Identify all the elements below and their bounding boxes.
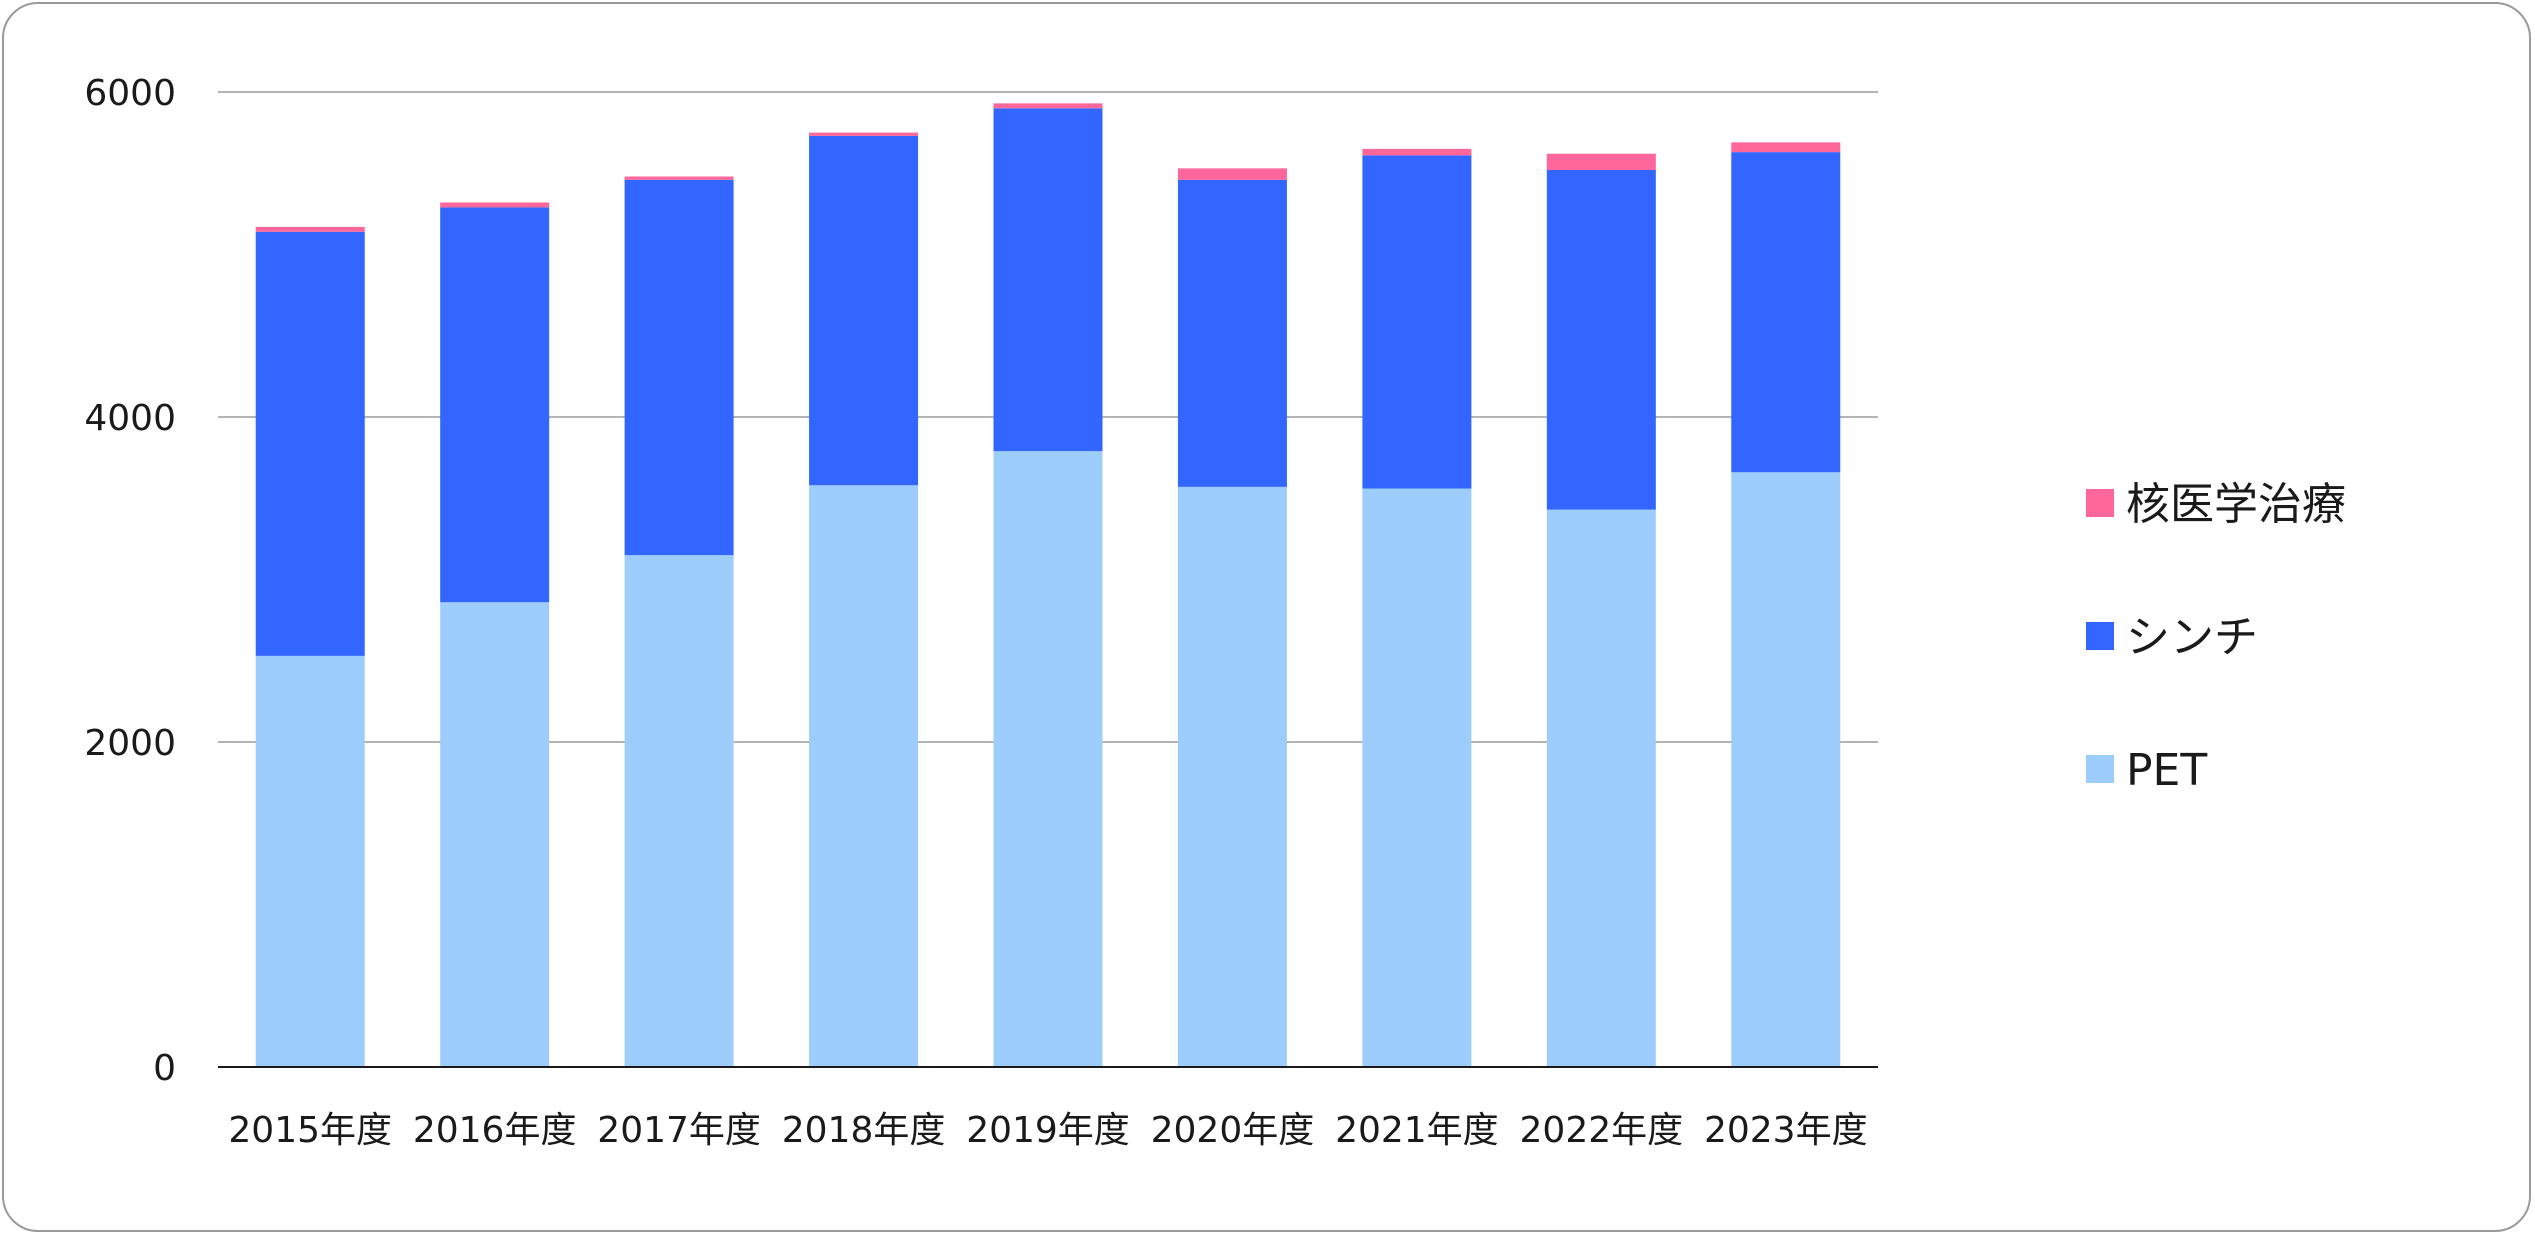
bar-segment-2-0 <box>255 226 365 232</box>
bar-segment-1-8 <box>1731 152 1841 473</box>
bar-segment-0-6 <box>1362 488 1472 1067</box>
bar-segment-2-4 <box>993 103 1103 109</box>
bar-segment-1-2 <box>624 179 734 556</box>
bar-segment-0-0 <box>255 655 365 1067</box>
bar-segment-1-7 <box>1546 170 1656 510</box>
y-tick-label: 2000 <box>84 723 176 764</box>
y-tick-label: 0 <box>153 1048 176 1089</box>
bar-segment-0-4 <box>993 451 1103 1067</box>
bar-segment-2-3 <box>809 132 919 136</box>
bar-segment-2-2 <box>624 176 734 180</box>
y-tick-label: 4000 <box>84 398 176 439</box>
x-tick-label: 2017年度 <box>597 1110 761 1151</box>
bar-segment-1-1 <box>440 207 550 603</box>
x-tick-label: 2019年度 <box>966 1110 1130 1151</box>
x-tick-label: 2022年度 <box>1520 1110 1684 1151</box>
x-tick-label: 2020年度 <box>1151 1110 1315 1151</box>
legend-label: 核医学治療 <box>2126 479 2346 530</box>
bar-segment-0-3 <box>809 485 919 1067</box>
legend-swatch-0 <box>2086 755 2114 783</box>
x-tick-label: 2016年度 <box>413 1110 577 1151</box>
legend-swatch-1 <box>2086 622 2114 650</box>
x-tick-label: 2023年度 <box>1704 1110 1868 1151</box>
x-tick-label: 2021年度 <box>1335 1110 1499 1151</box>
legend-label: PET <box>2126 745 2207 796</box>
bar-segment-2-5 <box>1177 168 1287 180</box>
x-tick-label: 2015年度 <box>228 1110 392 1151</box>
bar-segment-1-0 <box>255 231 365 656</box>
bar-segment-0-1 <box>440 602 550 1067</box>
bar-segment-0-8 <box>1731 472 1841 1067</box>
bar-segment-1-5 <box>1177 179 1287 487</box>
legend-label: シンチ <box>2126 612 2258 663</box>
y-tick-label: 6000 <box>84 73 176 114</box>
bars <box>255 103 1841 1067</box>
bar-segment-0-5 <box>1177 486 1287 1067</box>
y-axis-ticks: 0 2000 4000 6000 <box>84 73 176 1089</box>
bar-segment-1-3 <box>809 135 919 486</box>
x-tick-label: 2018年度 <box>782 1110 946 1151</box>
bar-segment-2-7 <box>1546 153 1656 170</box>
bar-segment-2-6 <box>1362 148 1472 156</box>
bar-segment-2-1 <box>440 202 550 208</box>
bar-segment-0-7 <box>1546 509 1656 1067</box>
bar-segment-1-4 <box>993 108 1103 452</box>
bar-segment-1-6 <box>1362 155 1472 489</box>
bar-segment-0-2 <box>624 555 734 1067</box>
x-axis-ticks: 2015年度 2016年度 2017年度 2018年度 2019年度 2020年度 2021… <box>228 1110 1867 1151</box>
bar-segment-2-8 <box>1731 142 1841 153</box>
legend-swatch-2 <box>2086 489 2114 517</box>
